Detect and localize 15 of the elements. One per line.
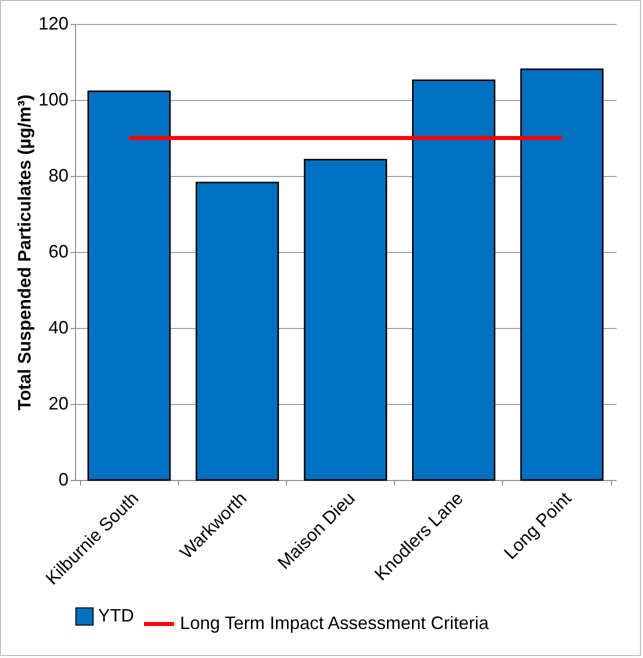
bar	[304, 158, 388, 481]
bar	[412, 79, 496, 481]
legend-label: YTD	[98, 606, 134, 626]
y-tick-label: 40	[48, 318, 68, 338]
y-tick-label: 80	[48, 166, 68, 186]
y-tick-label: 100	[38, 90, 68, 110]
bar	[87, 90, 171, 481]
y-tick-label: 20	[48, 394, 68, 414]
legend-label: Long Term Impact Assessment Criteria	[180, 613, 490, 633]
y-tick-label: 0	[58, 470, 68, 490]
y-tick-label: 60	[48, 242, 68, 262]
bar	[196, 182, 279, 481]
y-tick-label: 120	[38, 14, 68, 34]
y-axis-title: Total Suspended Particulates (µg/m³)	[14, 94, 34, 411]
bar	[520, 68, 604, 481]
